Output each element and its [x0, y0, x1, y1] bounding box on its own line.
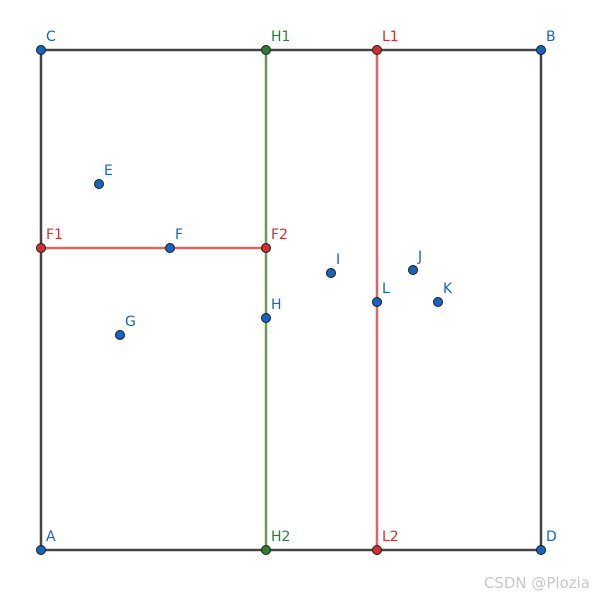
point	[94, 179, 104, 189]
point	[261, 313, 271, 323]
point-label: F1	[46, 227, 63, 243]
point	[36, 45, 46, 55]
point-label: J	[417, 249, 422, 265]
point-label: A	[46, 529, 56, 545]
point	[165, 243, 175, 253]
point	[326, 268, 336, 278]
point	[408, 265, 418, 275]
point-label: I	[336, 252, 340, 268]
point	[261, 45, 271, 55]
point-label: G	[125, 314, 136, 330]
point-label: C	[46, 29, 56, 45]
outer-square	[39, 48, 543, 552]
point	[433, 297, 443, 307]
point-label: L1	[382, 29, 399, 45]
point	[372, 297, 382, 307]
point-label: B	[546, 29, 556, 45]
point	[372, 545, 382, 555]
point	[261, 545, 271, 555]
point-label: H2	[271, 529, 290, 545]
point	[536, 45, 546, 55]
point-label: H1	[271, 29, 290, 45]
point	[536, 545, 546, 555]
point-label: E	[104, 163, 113, 179]
point	[36, 545, 46, 555]
point-label: H	[271, 297, 282, 313]
point	[261, 243, 271, 253]
points: C H1 L1 B E F1 F F2 I J L K H G A H2 L2 D	[36, 29, 557, 555]
point	[115, 330, 125, 340]
watermark: CSDN @Plozia	[484, 574, 590, 592]
point-label: K	[443, 281, 453, 297]
point-label: F	[175, 227, 183, 243]
point	[36, 243, 46, 253]
point-label: L	[382, 281, 390, 297]
point	[372, 45, 382, 55]
point-label: D	[546, 529, 557, 545]
point-label: L2	[382, 529, 399, 545]
point-label: F2	[271, 227, 288, 243]
